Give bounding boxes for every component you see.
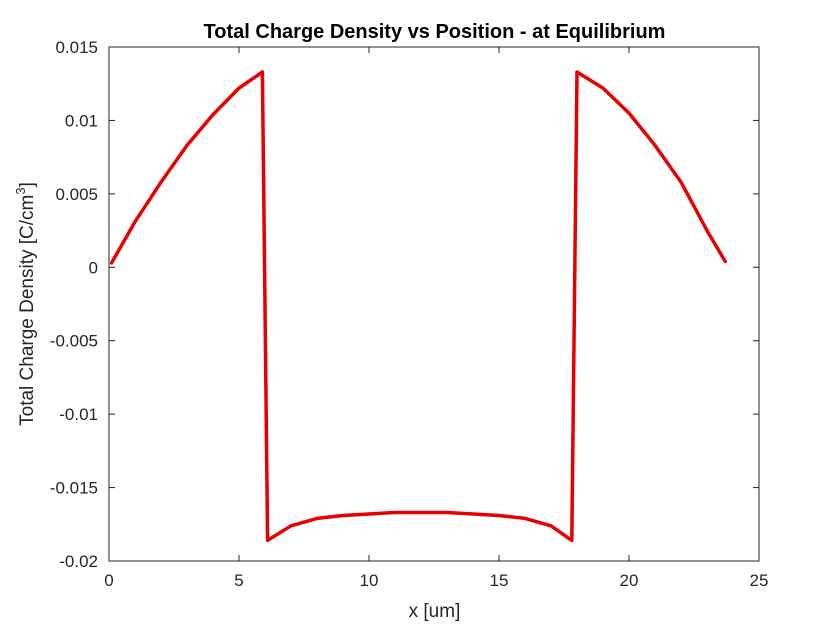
- y-tick-label: -0.01: [59, 405, 98, 424]
- y-axis-label-superscript: 3: [13, 187, 28, 194]
- y-axis-label: Total Charge Density [C/cm3]: [13, 182, 38, 426]
- y-axis: -0.02 -0.015 -0.01 -0.005 0 0.005 0.01 0.015: [50, 38, 759, 571]
- x-axis: 0 5 10 15 20 25: [104, 47, 768, 590]
- x-tick-label: 25: [750, 571, 769, 590]
- y-tick-label: -0.02: [59, 552, 98, 571]
- axes-box: [108, 46, 760, 562]
- y-axis-label-main: Total Charge Density [C/cm: [17, 195, 38, 426]
- y-tick-label: -0.005: [50, 332, 98, 351]
- x-tick-label: 5: [234, 571, 243, 590]
- y-tick-label: -0.015: [50, 479, 98, 498]
- chart-title: Total Charge Density vs Position - at Eq…: [204, 21, 666, 43]
- plot-area: 0 5 10 15 20 25 -0.02 -0.015 -0.01 -0.005 0 0.005 0…: [50, 38, 769, 590]
- y-tick-label: 0.01: [65, 111, 98, 130]
- x-tick-label: 0: [104, 571, 113, 590]
- x-tick-label: 10: [360, 571, 379, 590]
- x-tick-label: 20: [620, 571, 639, 590]
- y-axis-label-close: ]: [17, 182, 38, 187]
- series-layer: [109, 70, 727, 543]
- y-tick-label: 0: [89, 258, 98, 277]
- y-tick-label: 0.015: [55, 38, 98, 57]
- x-tick-label: 15: [490, 571, 509, 590]
- series-line: [109, 70, 727, 543]
- y-tick-label: 0.005: [55, 185, 98, 204]
- x-axis-label: x [um]: [409, 601, 461, 622]
